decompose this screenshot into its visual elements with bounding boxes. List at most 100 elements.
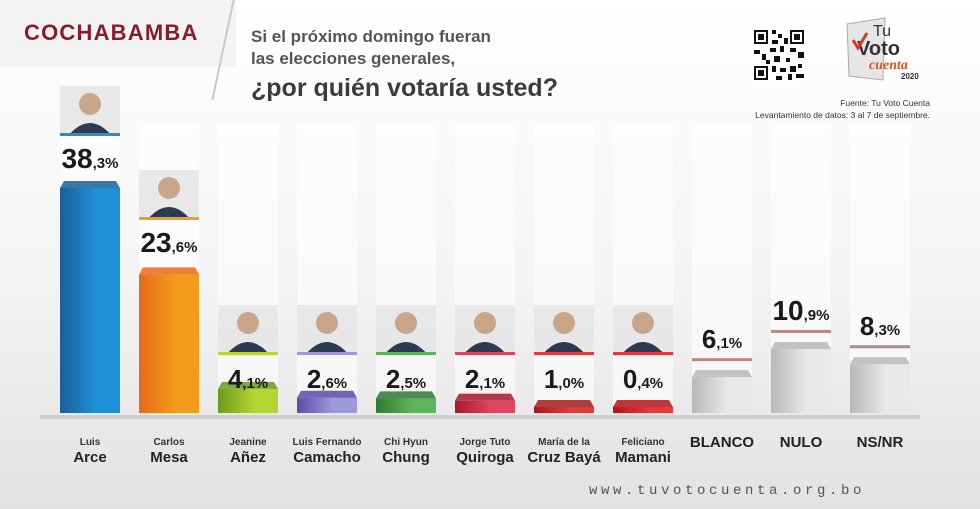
bar — [297, 397, 357, 413]
column-bg — [692, 123, 752, 413]
category-label-line1: Jeanine — [229, 437, 267, 448]
avatar-body-icon — [305, 342, 349, 355]
value-label: 2,5% — [386, 364, 426, 394]
bar-top — [455, 393, 515, 401]
avatar-face-icon — [553, 312, 575, 334]
bar-top — [534, 400, 594, 407]
source-line-2: Levantamiento de datos: 3 al 7 de septie… — [755, 110, 930, 120]
avatar-body-icon — [621, 342, 665, 355]
column-bg — [297, 123, 357, 413]
category-label-line1: Feliciano — [621, 437, 664, 448]
column-bg — [218, 123, 278, 413]
bar — [850, 364, 910, 413]
avatar-body-icon — [147, 207, 191, 220]
candidate-photo — [613, 305, 673, 355]
value-label: 2,6% — [307, 364, 347, 394]
candidate-photo — [218, 305, 278, 355]
category-label: BLANCO — [690, 434, 754, 451]
bar-group: 6,1% BLANCO — [690, 324, 754, 451]
value-integer: 8 — [860, 311, 874, 341]
bar — [218, 388, 278, 413]
source-line-1: Fuente: Tu Voto Cuenta — [840, 98, 930, 108]
category-label-line1: Luis — [80, 437, 101, 448]
value-decimal: ,0% — [558, 375, 584, 392]
value-underline — [692, 358, 752, 362]
logo-year: 2020 — [901, 72, 919, 81]
avatar-body-icon — [68, 123, 112, 136]
bar — [692, 377, 752, 413]
category-label-line2: Mesa — [150, 449, 188, 466]
bar — [771, 348, 831, 413]
value-label: 6,1% — [702, 324, 742, 354]
value-label: 8,3% — [860, 311, 900, 341]
value-integer: 10 — [772, 295, 803, 326]
value-decimal: ,5% — [400, 375, 426, 392]
value-decimal: ,1% — [242, 375, 268, 392]
bar-top — [218, 381, 278, 389]
value-integer: 2 — [386, 364, 400, 394]
category-label-line1: Jorge Tuto — [460, 437, 511, 448]
ballot-box-logo-icon: Tu Voto cuenta 2020 — [846, 17, 919, 81]
avatar-body-icon — [384, 342, 428, 355]
value-integer: 4 — [228, 364, 243, 394]
value-label: 1,0% — [544, 364, 584, 394]
column-bg — [455, 123, 515, 413]
category-label-line2: Camacho — [293, 449, 361, 466]
bar-top — [60, 181, 120, 188]
question-line-3: ¿por quién votaría usted? — [251, 74, 558, 102]
bar — [139, 274, 199, 413]
qr-code-icon — [752, 28, 806, 82]
bar-top — [139, 267, 199, 275]
avatar-body-icon — [463, 342, 507, 355]
bar-top — [692, 370, 752, 378]
category-label-line2: Chung — [382, 449, 429, 466]
value-decimal: ,6% — [321, 375, 347, 392]
column-bg — [376, 123, 436, 413]
avatar-face-icon — [474, 312, 496, 334]
avatar-face-icon — [79, 93, 101, 115]
avatar-body-icon — [226, 342, 270, 355]
bar-top — [297, 390, 357, 398]
candidate-photo — [139, 170, 199, 220]
value-integer: 6 — [702, 324, 716, 354]
category-label-line1: María de la — [538, 437, 590, 448]
avatar-face-icon — [395, 312, 417, 334]
value-integer: 2 — [465, 364, 479, 394]
logo-text-3: cuenta — [869, 58, 908, 73]
category-label-line2: Mamani — [615, 449, 671, 466]
bar — [534, 407, 594, 413]
value-underline — [771, 329, 831, 333]
value-label: 23,6% — [140, 227, 197, 258]
logo-text-2: Voto — [857, 38, 900, 60]
value-label: 0,4% — [623, 364, 663, 394]
avatar-face-icon — [237, 312, 259, 334]
category-label-line2: Añez — [230, 449, 266, 466]
logo-text-1: Tu — [873, 23, 891, 40]
region-title: COCHABAMBA — [24, 20, 199, 45]
candidate-photo — [455, 305, 515, 355]
value-decimal: ,3% — [874, 322, 900, 339]
value-label: 4,1% — [228, 364, 268, 394]
value-label: 10,9% — [772, 295, 829, 326]
candidate-photo — [60, 86, 120, 136]
bar — [60, 188, 120, 413]
value-integer: 23 — [140, 227, 171, 258]
category-label-line2: Cruz Bayá — [527, 449, 601, 466]
candidate-photo — [376, 305, 436, 355]
avatar-face-icon — [158, 177, 180, 199]
question-line-1: Si el próximo domingo fueran — [251, 27, 491, 46]
bar-top — [850, 357, 910, 365]
footer-url: www.tuvotocuenta.org.bo — [589, 483, 866, 499]
source-note: Fuente: Tu Voto Cuenta Levantamiento de … — [755, 97, 930, 121]
value-underline — [850, 345, 910, 349]
category-label: NULO — [780, 434, 823, 451]
value-decimal: ,4% — [637, 375, 663, 392]
floor-line — [40, 415, 920, 419]
candidate-photo — [297, 305, 357, 355]
avatar-face-icon — [316, 312, 338, 334]
